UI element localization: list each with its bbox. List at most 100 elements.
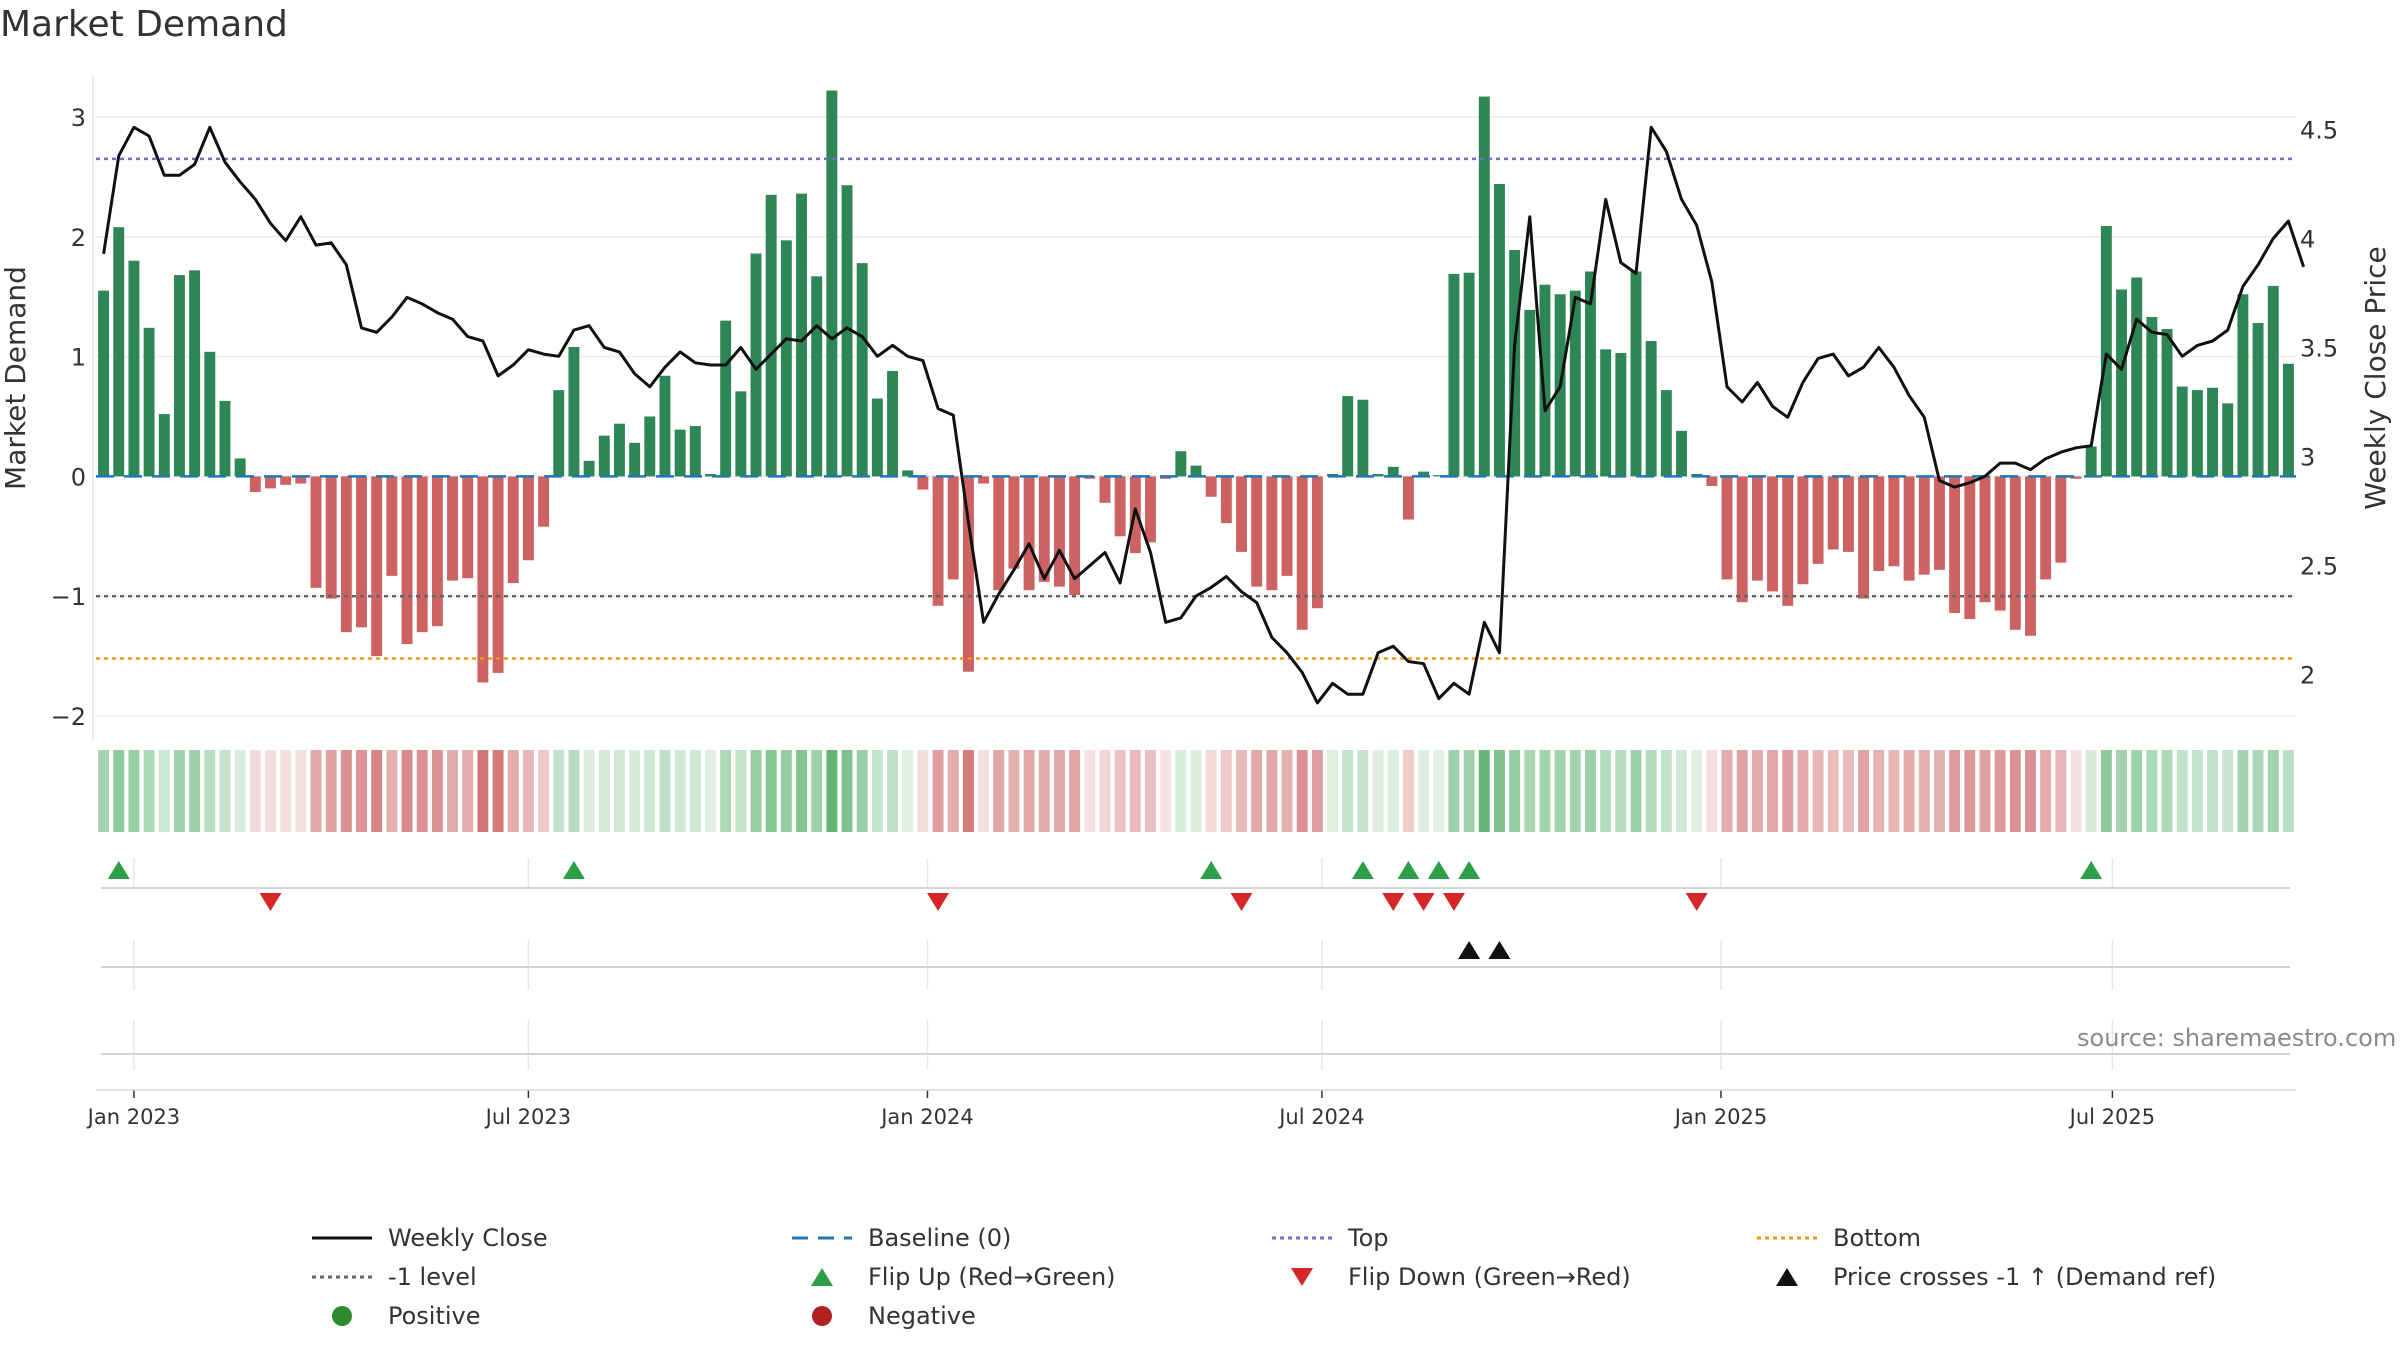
heat-cell <box>2252 750 2264 832</box>
heat-cell <box>1918 750 1930 832</box>
demand-bar <box>98 290 110 477</box>
demand-bar <box>1645 341 1657 477</box>
demand-bar <box>249 476 261 492</box>
heat-cell <box>1493 750 1505 832</box>
heat-cell <box>1190 750 1202 832</box>
demand-bar <box>1873 476 1885 572</box>
heat-cell <box>962 750 974 832</box>
axes: −2 −1 0 1 2 3 2 2.5 3 3.5 4 4.5 Jan 2023 Jul 2023 Jan … <box>51 75 2338 1129</box>
heat-cell <box>249 750 261 832</box>
demand-bar <box>962 476 974 672</box>
demand-bar <box>386 476 398 576</box>
heat-cell <box>158 750 170 832</box>
legend-item: Bottom <box>1755 1218 1921 1257</box>
demand-bar <box>280 476 292 485</box>
heat-cell <box>1387 750 1399 832</box>
demand-bar <box>553 390 565 477</box>
demand-bar <box>1296 476 1308 630</box>
flip-down-marker <box>1412 893 1435 911</box>
heat-cell <box>325 750 337 832</box>
legend-label: Top <box>1348 1223 1389 1252</box>
heat-cell <box>1827 750 1839 832</box>
legend-label: Price crosses -1 ↑ (Demand ref) <box>1833 1262 2217 1291</box>
heat-cell <box>2085 750 2097 832</box>
demand-bar <box>265 476 276 489</box>
demand-bar <box>1038 476 1050 582</box>
demand-bar <box>1145 476 1156 543</box>
heat-cell <box>1342 750 1354 832</box>
demand-bar <box>613 423 625 477</box>
demand-bar <box>1023 476 1035 591</box>
heat-cell <box>401 750 413 832</box>
heat-cell <box>416 750 428 832</box>
heat-cell <box>947 750 959 832</box>
y2-tick-label: 4.5 <box>2300 117 2338 145</box>
legend-label: Flip Up (Red→Green) <box>868 1262 1116 1291</box>
signal-markers <box>107 861 2103 959</box>
legend-swatch-icon <box>1291 1267 1313 1286</box>
demand-bar <box>1190 465 1202 477</box>
heat-cell <box>1114 750 1126 832</box>
heat-cell <box>1751 750 1763 832</box>
demand-bar <box>1524 309 1536 477</box>
heat-cell <box>887 750 899 832</box>
heat-cell <box>2070 750 2082 832</box>
heat-cell <box>2055 750 2067 832</box>
demand-bar <box>1266 476 1278 591</box>
heat-cell <box>507 750 519 832</box>
heat-cell <box>1463 750 1475 832</box>
heat-cell <box>371 750 383 832</box>
heat-cell <box>386 750 398 832</box>
heat-cell <box>1084 750 1096 832</box>
demand-bar <box>932 476 944 606</box>
heat-cell <box>1600 750 1612 832</box>
demand-bar <box>1918 476 1930 575</box>
demand-bar <box>356 476 367 628</box>
demand-bar <box>2131 277 2143 477</box>
heat-cell <box>1524 750 1536 832</box>
demand-bar <box>568 346 580 477</box>
legend-swatch-icon <box>812 1305 832 1326</box>
heat-cell <box>1311 750 1323 832</box>
heat-cell <box>1433 750 1445 832</box>
demand-bar <box>492 476 504 673</box>
demand-bar <box>917 476 929 490</box>
demand-bar <box>1827 476 1839 550</box>
demand-bar <box>2176 386 2188 477</box>
legend-item: Negative <box>790 1296 976 1335</box>
demand-bar <box>887 370 899 477</box>
heat-cell <box>1706 750 1718 832</box>
heat-cell <box>2191 750 2203 832</box>
demand-bar <box>629 442 641 477</box>
demand-heat-strip <box>98 750 2294 832</box>
demand-bar <box>1402 476 1414 520</box>
heat-cell <box>1615 750 1627 832</box>
y-tick-label: −1 <box>51 583 86 611</box>
flip-down-marker <box>1442 893 1465 911</box>
x-tick-label: Jul 2024 <box>1277 1105 1364 1129</box>
flip-up-marker <box>1200 861 1223 879</box>
legend-item: Weekly Close <box>310 1218 548 1257</box>
demand-bar <box>735 391 747 477</box>
heat-cell <box>1509 750 1521 832</box>
flip-down-marker <box>1685 893 1708 911</box>
y2-tick-label: 2 <box>2300 662 2315 690</box>
heat-cell <box>1630 750 1642 832</box>
demand-bar <box>978 476 990 484</box>
heat-cell <box>1418 750 1430 832</box>
demand-bar <box>371 476 383 657</box>
heat-cell <box>750 750 762 832</box>
heat-cell <box>871 750 883 832</box>
flip-up-marker <box>1397 861 1420 879</box>
demand-bar <box>1281 476 1293 576</box>
heat-cell <box>993 750 1005 832</box>
demand-bar <box>2282 363 2294 477</box>
heat-cell <box>1327 750 1339 832</box>
demand-bar <box>1220 476 1232 524</box>
demand-bar <box>1767 476 1779 592</box>
heat-cell <box>583 750 595 832</box>
x-tick-label: Jan 2025 <box>1673 1105 1768 1129</box>
heat-cell <box>1281 750 1293 832</box>
legend-item: Flip Up (Red→Green) <box>790 1257 1116 1296</box>
